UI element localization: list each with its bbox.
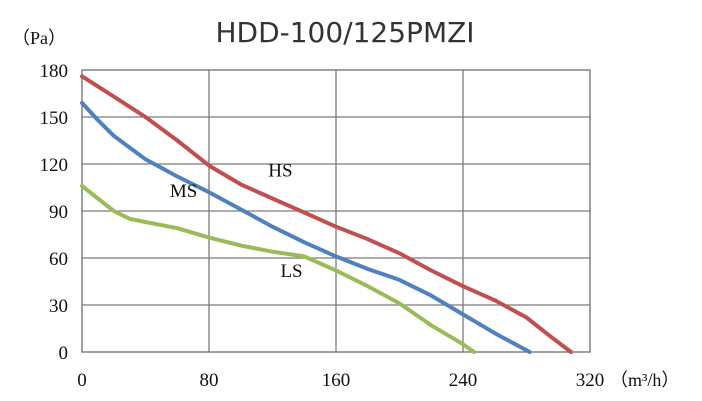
x-tick-label: 80: [200, 370, 219, 391]
series-line-ms: [80, 100, 532, 354]
x-tick-label: 0: [77, 370, 87, 391]
y-tick-label: 120: [40, 155, 69, 176]
x-tick-label: 320: [576, 370, 605, 391]
chart-title: HDD-100/125PMZI: [215, 16, 474, 49]
series-label-hs: HS: [268, 161, 292, 182]
series-label-ls: LS: [280, 261, 302, 282]
series-labels: HS MS LS: [170, 161, 303, 282]
x-tick-label: 240: [449, 370, 478, 391]
series-label-ms: MS: [170, 181, 197, 202]
x-tick-label: 160: [322, 370, 351, 391]
plot-frame: [81, 69, 591, 353]
y-axis-unit-label: （Pa）: [12, 28, 66, 48]
axis-ticks: 0 30 60 90 120 150 180 0 80 160 240 320: [40, 61, 605, 391]
y-tick-label: 180: [40, 61, 69, 82]
y-tick-label: 30: [49, 296, 68, 317]
y-tick-label: 0: [59, 343, 69, 364]
x-axis-unit-label: （m³/h）: [610, 370, 679, 390]
series-lines: [80, 74, 573, 354]
series-line-hs: [80, 74, 573, 354]
y-tick-label: 150: [40, 108, 69, 129]
series-line-ls: [80, 183, 477, 354]
y-tick-label: 60: [49, 249, 68, 270]
y-tick-label: 90: [49, 202, 68, 223]
